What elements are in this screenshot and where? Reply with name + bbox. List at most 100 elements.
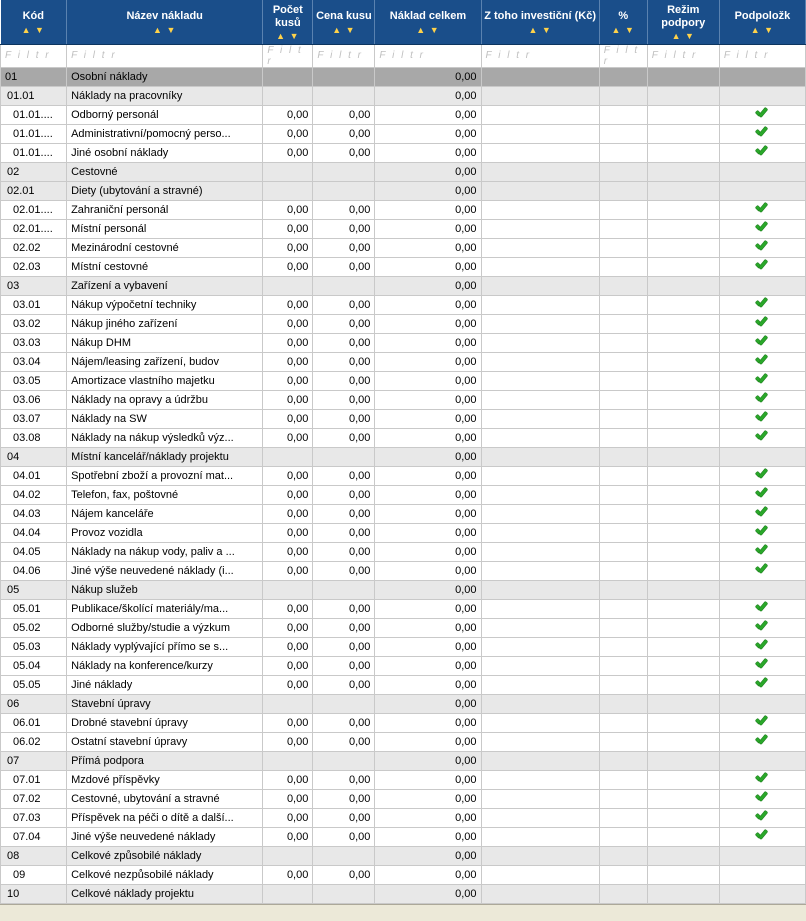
- table-row[interactable]: 07.01Mzdové příspěvky0,000,000,00: [1, 770, 806, 789]
- table-row[interactable]: 03.04Nájem/leasing zařízení, budov0,000,…: [1, 352, 806, 371]
- header-name[interactable]: Název nákladu: [67, 0, 263, 44]
- table-row[interactable]: 04.01Spotřební zboží a provozní mat...0,…: [1, 466, 806, 485]
- table-row[interactable]: 05Nákup služeb0,00: [1, 580, 806, 599]
- cell-name: Ostatní stavební úpravy: [67, 732, 263, 751]
- table-row[interactable]: 09Celkové nezpůsobilé náklady0,000,000,0…: [1, 865, 806, 884]
- sort-arrows-icon[interactable]: [315, 25, 372, 35]
- sort-arrows-icon[interactable]: [602, 25, 645, 35]
- sort-arrows-icon[interactable]: [3, 25, 65, 35]
- cell-total: 0,00: [375, 314, 481, 333]
- table-row[interactable]: 03.03Nákup DHM0,000,000,00: [1, 333, 806, 352]
- header-mode[interactable]: Režim podpory: [647, 0, 719, 44]
- sort-arrows-icon[interactable]: [484, 25, 597, 35]
- table-row[interactable]: 03.08Náklady na nákup výsledků výz...0,0…: [1, 428, 806, 447]
- table-row[interactable]: 02.02Mezinárodní cestovné0,000,000,00: [1, 238, 806, 257]
- filter-pct[interactable]: F i l t r: [599, 44, 647, 67]
- cell-kod: 02.01....: [1, 200, 67, 219]
- header-pct[interactable]: %: [599, 0, 647, 44]
- cell-price: 0,00: [313, 732, 375, 751]
- table-row[interactable]: 04.02Telefon, fax, poštovné0,000,000,00: [1, 485, 806, 504]
- table-row[interactable]: 03.05Amortizace vlastního majetku0,000,0…: [1, 371, 806, 390]
- filter-cnt[interactable]: F i l t r: [263, 44, 313, 67]
- cell-pct: [599, 124, 647, 143]
- filter-sub[interactable]: F i l t r: [719, 44, 805, 67]
- filter-total[interactable]: F i l t r: [375, 44, 481, 67]
- header-cnt[interactable]: Počet kusů: [263, 0, 313, 44]
- table-row[interactable]: 01Osobní náklady0,00: [1, 67, 806, 86]
- table-row[interactable]: 05.05Jiné náklady0,000,000,00: [1, 675, 806, 694]
- cell-mode: [647, 200, 719, 219]
- table-row[interactable]: 05.02Odborné služby/studie a výzkum0,000…: [1, 618, 806, 637]
- cell-cnt: 0,00: [263, 865, 313, 884]
- table-row[interactable]: 06Stavební úpravy0,00: [1, 694, 806, 713]
- table-row[interactable]: 01.01....Odborný personál0,000,000,00: [1, 105, 806, 124]
- table-row[interactable]: 01.01....Jiné osobní náklady0,000,000,00: [1, 143, 806, 162]
- filter-mode[interactable]: F i l t r: [647, 44, 719, 67]
- table-row[interactable]: 02.01Diety (ubytování a stravné)0,00: [1, 181, 806, 200]
- table-row[interactable]: 01.01....Administrativní/pomocný perso..…: [1, 124, 806, 143]
- table-row[interactable]: 02Cestovné0,00: [1, 162, 806, 181]
- sort-arrows-icon[interactable]: [650, 31, 717, 41]
- cell-sub: [719, 238, 805, 257]
- table-row[interactable]: 02.01....Místní personál0,000,000,00: [1, 219, 806, 238]
- table-row[interactable]: 04.04Provoz vozidla0,000,000,00: [1, 523, 806, 542]
- table-row[interactable]: 01.01Náklady na pracovníky0,00: [1, 86, 806, 105]
- filter-kod[interactable]: F i l t r: [1, 44, 67, 67]
- header-total[interactable]: Náklad celkem: [375, 0, 481, 44]
- sort-arrows-icon[interactable]: [69, 25, 260, 35]
- header-inv[interactable]: Z toho investiční (Kč): [481, 0, 599, 44]
- table-row[interactable]: 07.03Příspěvek na péči o dítě a další...…: [1, 808, 806, 827]
- header-price[interactable]: Cena kusu: [313, 0, 375, 44]
- cell-name: Náklady na nákup vody, paliv a ...: [67, 542, 263, 561]
- table-row[interactable]: 05.03Náklady vyplývající přímo se s...0,…: [1, 637, 806, 656]
- table-row[interactable]: 04.06Jiné výše neuvedené náklady (i...0,…: [1, 561, 806, 580]
- cell-cnt: 0,00: [263, 143, 313, 162]
- table-row[interactable]: 04.03Nájem kanceláře0,000,000,00: [1, 504, 806, 523]
- table-row[interactable]: 03.07Náklady na SW0,000,000,00: [1, 409, 806, 428]
- cell-cnt: 0,00: [263, 732, 313, 751]
- cell-name: Odborný personál: [67, 105, 263, 124]
- cell-cnt: [263, 580, 313, 599]
- table-row[interactable]: 06.01Drobné stavební úpravy0,000,000,00: [1, 713, 806, 732]
- table-row[interactable]: 05.01Publikace/školící materiály/ma...0,…: [1, 599, 806, 618]
- table-row[interactable]: 02.01....Zahraniční personál0,000,000,00: [1, 200, 806, 219]
- filter-price[interactable]: F i l t r: [313, 44, 375, 67]
- cell-pct: [599, 219, 647, 238]
- table-row[interactable]: 02.03Místní cestovné0,000,000,00: [1, 257, 806, 276]
- table-row[interactable]: 10Celkové náklady projektu0,00: [1, 884, 806, 903]
- sort-arrows-icon[interactable]: [377, 25, 478, 35]
- cell-pct: [599, 67, 647, 86]
- cell-pct: [599, 390, 647, 409]
- table-row[interactable]: 04.05Náklady na nákup vody, paliv a ...0…: [1, 542, 806, 561]
- filter-name[interactable]: F i l t r: [67, 44, 263, 67]
- cell-kod: 03.05: [1, 371, 67, 390]
- table-row[interactable]: 04Místní kancelář/náklady projektu0,00: [1, 447, 806, 466]
- table-row[interactable]: 03Zařízení a vybavení0,00: [1, 276, 806, 295]
- cell-pct: [599, 675, 647, 694]
- sort-arrows-icon[interactable]: [265, 31, 310, 41]
- header-sub[interactable]: Podpoložk: [719, 0, 805, 44]
- cell-total: 0,00: [375, 86, 481, 105]
- cell-name: Jiné výše neuvedené náklady: [67, 827, 263, 846]
- table-row[interactable]: 03.06Náklady na opravy a údržbu0,000,000…: [1, 390, 806, 409]
- table-row[interactable]: 05.04Náklady na konference/kurzy0,000,00…: [1, 656, 806, 675]
- table-row[interactable]: 07.02Cestovné, ubytování a stravné0,000,…: [1, 789, 806, 808]
- table-row[interactable]: 03.01Nákup výpočetní techniky0,000,000,0…: [1, 295, 806, 314]
- cell-inv: [481, 789, 599, 808]
- table-row[interactable]: 03.02Nákup jiného zařízení0,000,000,00: [1, 314, 806, 333]
- table-row[interactable]: 07.04Jiné výše neuvedené náklady0,000,00…: [1, 827, 806, 846]
- filter-inv[interactable]: F i l t r: [481, 44, 599, 67]
- cell-inv: [481, 770, 599, 789]
- cell-pct: [599, 656, 647, 675]
- check-icon: [755, 145, 769, 157]
- cell-kod: 04.04: [1, 523, 67, 542]
- sort-arrows-icon[interactable]: [722, 25, 803, 35]
- cell-inv: [481, 751, 599, 770]
- cell-sub: [719, 656, 805, 675]
- table-row[interactable]: 07Přímá podpora0,00: [1, 751, 806, 770]
- cell-mode: [647, 390, 719, 409]
- table-row[interactable]: 08Celkové způsobilé náklady0,00: [1, 846, 806, 865]
- header-kod[interactable]: Kód: [1, 0, 67, 44]
- table-row[interactable]: 06.02Ostatní stavební úpravy0,000,000,00: [1, 732, 806, 751]
- cell-total: 0,00: [375, 409, 481, 428]
